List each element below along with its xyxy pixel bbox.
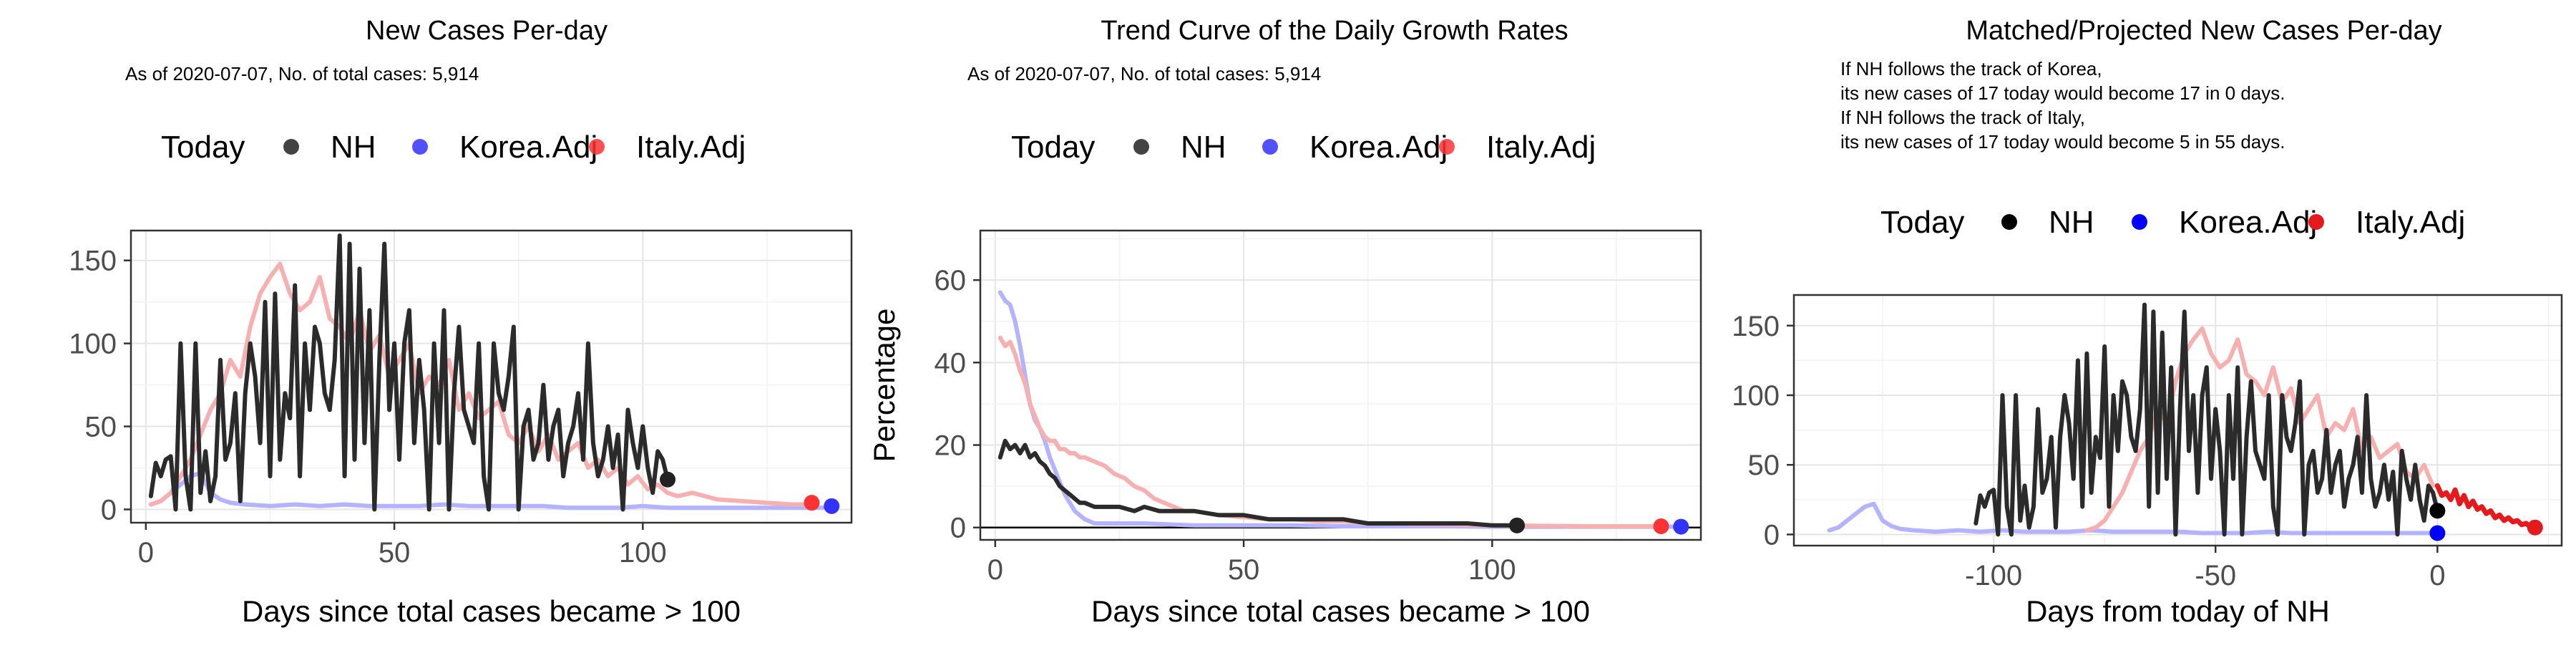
- chart-panel-1: New Cases Per-day As of 2020-07-07, No. o…: [69, 16, 853, 628]
- chart-note: If NH follows the track of Italy,: [1840, 107, 2085, 128]
- chart-legend: Today NH Korea.Adj Italy.Adj: [1880, 205, 2465, 240]
- chart-title: Trend Curve of the Daily Growth Rates: [1101, 16, 1568, 46]
- today-point-nh: [1509, 517, 1526, 533]
- plot-border: [130, 229, 853, 524]
- today-point-italy-adj: [1653, 518, 1669, 534]
- chart-legend: Today NH Korea.Adj Italy.Adj: [1011, 130, 1596, 165]
- legend-marker: [283, 139, 299, 155]
- legend-entry: NH: [331, 130, 376, 165]
- plot-border: [1792, 294, 2563, 547]
- series-line-nh: [1974, 302, 2440, 537]
- today-point-korea-adj: [2429, 525, 2446, 541]
- plot-border: [979, 229, 1702, 541]
- y-tick-label: 60: [935, 265, 967, 296]
- today-point-korea-adj: [1673, 518, 1689, 535]
- chart-legend: Today NH Korea.Adj Italy.Adj: [161, 130, 746, 165]
- legend-marker: [2308, 214, 2324, 230]
- chart-subtitle: As of 2020-07-07, No. of total cases: 5,…: [967, 63, 1321, 84]
- y-tick-label: 50: [85, 412, 117, 443]
- y-axis-title: Percentage: [867, 309, 901, 463]
- legend-title: Today: [1011, 130, 1095, 165]
- legend-marker: [412, 139, 428, 155]
- series-line-korea-adj: [1827, 501, 2440, 536]
- x-tick-label: -50: [2195, 560, 2236, 591]
- today-point-nh: [2429, 503, 2446, 519]
- x-tick-label: -100: [1965, 560, 2022, 591]
- y-tick-label: 100: [1732, 380, 1780, 412]
- y-tick-label: 40: [935, 347, 967, 379]
- x-tick-label: 100: [619, 537, 667, 569]
- chart-panel-2: Trend Curve of the Daily Growth Rates As …: [867, 16, 1702, 628]
- y-tick-label: 100: [69, 329, 117, 360]
- legend-entry: Italy.Adj: [1486, 130, 1596, 165]
- chart-title: New Cases Per-day: [366, 16, 608, 46]
- legend-marker: [1133, 139, 1149, 155]
- x-tick-label: 0: [987, 554, 1003, 586]
- legend-entry: Korea.Adj: [459, 130, 597, 165]
- chart-note: its new cases of 17 today would become 5…: [1840, 131, 2285, 153]
- legend-marker: [2132, 214, 2147, 230]
- x-tick-label: 100: [1468, 554, 1516, 586]
- legend-marker: [1262, 139, 1278, 155]
- legend-title: Today: [161, 130, 245, 165]
- today-point-korea-adj: [824, 498, 840, 514]
- legend-marker: [589, 139, 605, 155]
- legend-entry: Italy.Adj: [636, 130, 746, 165]
- today-point-nh: [660, 471, 676, 488]
- legend-entry: Italy.Adj: [2356, 205, 2465, 240]
- y-tick-label: 20: [935, 430, 967, 462]
- legend-entry: NH: [1181, 130, 1226, 165]
- x-axis-title: Days from today of NH: [2026, 594, 2330, 628]
- legend-entry: NH: [2049, 205, 2094, 240]
- plot-area: [980, 231, 1701, 540]
- legend-marker: [2001, 214, 2017, 230]
- today-point-italy-adj: [2527, 519, 2543, 536]
- x-axis-title: Days since total cases became > 100: [242, 594, 741, 628]
- y-tick-label: 0: [101, 494, 117, 526]
- legend-title: Today: [1880, 205, 1964, 240]
- series-line-italy-adj: [2084, 326, 2436, 533]
- chart-subtitle: As of 2020-07-07, No. of total cases: 5,…: [125, 63, 479, 84]
- series-line-nh: [997, 438, 1519, 528]
- chart-panel-3: Matched/Projected New Cases Per-day If NH…: [1732, 16, 2563, 628]
- y-tick-label: 0: [950, 513, 966, 544]
- y-tick-label: 50: [1748, 450, 1780, 481]
- y-tick-label: 150: [1732, 311, 1780, 342]
- series-line-korea-adj: [148, 470, 834, 511]
- chart-note: its new cases of 17 today would become 1…: [1840, 82, 2285, 104]
- legend-entry: Korea.Adj: [2179, 205, 2317, 240]
- x-tick-label: 0: [2429, 560, 2445, 591]
- y-tick-label: 0: [1764, 519, 1780, 551]
- series-line-nh: [148, 233, 670, 512]
- x-axis-title: Days since total cases became > 100: [1091, 594, 1590, 628]
- chart-title: Matched/Projected New Cases Per-day: [1966, 16, 2441, 46]
- x-tick-label: 50: [1228, 554, 1260, 586]
- today-point-italy-adj: [804, 495, 820, 511]
- chart-note: If NH follows the track of Korea,: [1840, 58, 2102, 79]
- series-line-italy-adj-projected: [2434, 483, 2538, 531]
- x-tick-label: 50: [379, 537, 411, 569]
- legend-marker: [1439, 139, 1455, 155]
- legend-entry: Korea.Adj: [1309, 130, 1448, 165]
- x-tick-label: 0: [138, 537, 154, 569]
- y-tick-label: 150: [69, 246, 117, 277]
